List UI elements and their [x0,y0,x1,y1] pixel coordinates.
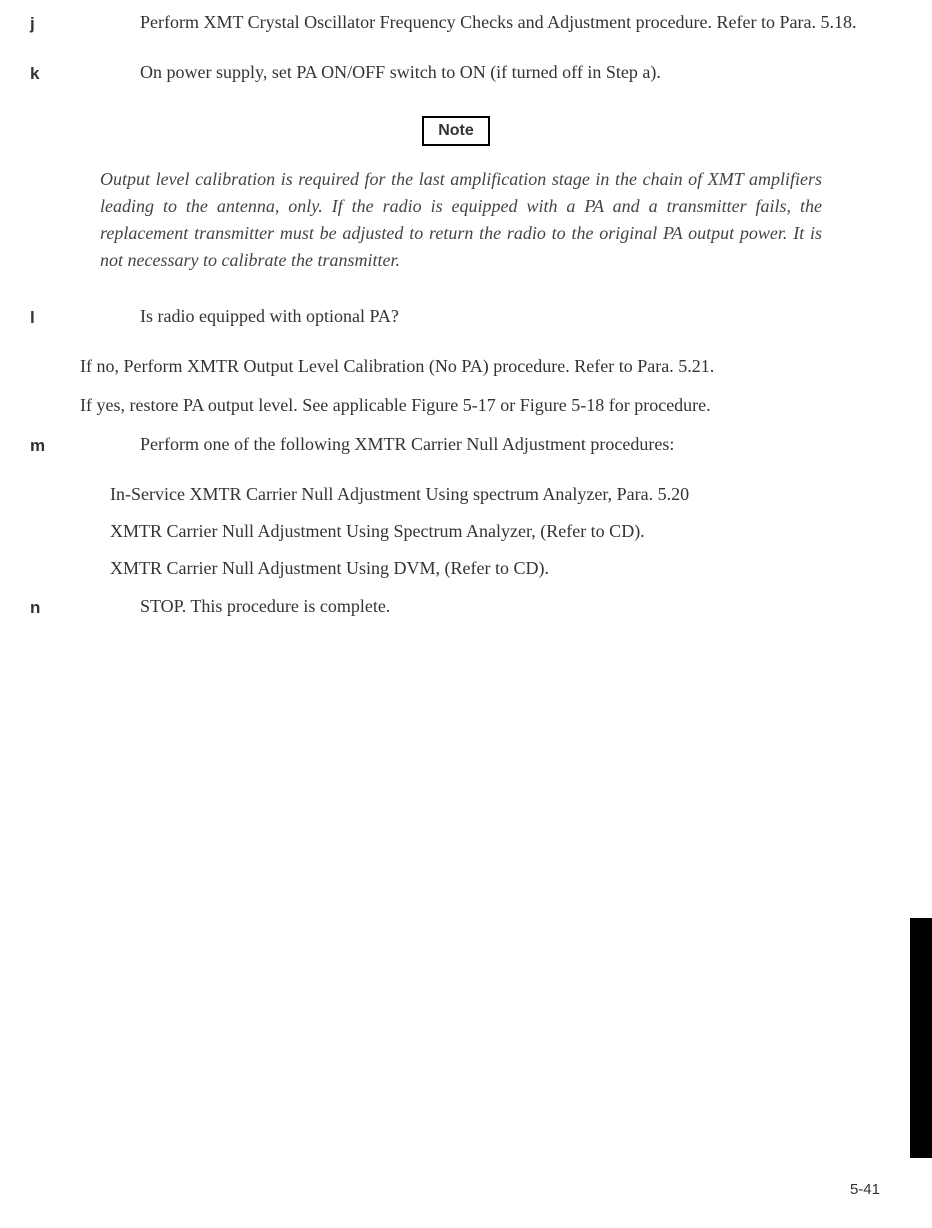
step-l-sub1: If no, Perform XMTR Output Level Calibra… [80,354,882,379]
step-k: k On power supply, set PA ON/OFF switch … [30,60,882,86]
section-tab [910,918,932,1158]
step-content-m: Perform one of the following XMTR Carrie… [140,432,882,458]
step-j: j Perform XMT Crystal Oscillator Frequen… [30,10,882,36]
step-content-j: Perform XMT Crystal Oscillator Frequency… [140,10,882,36]
step-content-k: On power supply, set PA ON/OFF switch to… [140,60,882,86]
step-label-l: l [30,304,140,330]
step-m-bullet1: In-Service XMTR Carrier Null Adjustment … [110,482,882,507]
step-label-j: j [30,10,140,36]
note-wrapper: Note [30,116,882,146]
step-l-sub2: If yes, restore PA output level. See app… [80,393,882,418]
step-m-bullet2: XMTR Carrier Null Adjustment Using Spect… [110,519,882,544]
step-m: m Perform one of the following XMTR Carr… [30,432,882,458]
note-box: Note [422,116,490,146]
step-content-l: Is radio equipped with optional PA? [140,304,882,330]
page-number: 5-41 [850,1179,880,1200]
step-l: l Is radio equipped with optional PA? [30,304,882,330]
step-content-n: STOP. This procedure is complete. [140,594,882,620]
note-text: Output level calibration is required for… [100,166,822,274]
step-label-m: m [30,432,140,458]
step-m-bullet3: XMTR Carrier Null Adjustment Using DVM, … [110,556,882,581]
step-label-k: k [30,60,140,86]
step-label-n: n [30,594,140,620]
step-n: n STOP. This procedure is complete. [30,594,882,620]
